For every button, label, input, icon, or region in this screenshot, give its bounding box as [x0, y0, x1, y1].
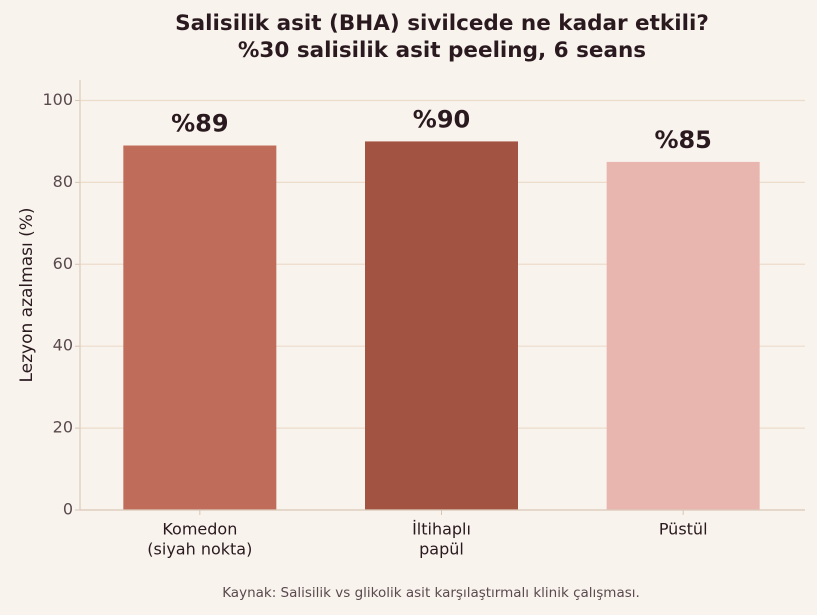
y-tick-label: 0 — [63, 500, 73, 519]
source-note: Kaynak: Salisilik vs glikolik asit karşı… — [222, 585, 640, 601]
x-tick-label: papül — [419, 540, 464, 559]
y-tick-label: 80 — [53, 172, 73, 191]
bar — [606, 161, 760, 510]
labels: 0 20 40 60 80 100 %89 Komedon(siyah nokta) %90 İl… — [42, 90, 711, 559]
bar — [365, 141, 518, 510]
chart-title-block: Salisilik asit (BHA) sivilcede ne kadar … — [0, 10, 817, 64]
x-tick-label: (siyah nokta) — [147, 540, 252, 559]
data-label: %90 — [413, 105, 470, 133]
y-tick-label: 40 — [53, 336, 73, 355]
y-tick-label: 60 — [53, 254, 73, 273]
data-label: %85 — [654, 126, 711, 154]
y-tick-label: 100 — [42, 90, 73, 109]
y-tick-label: 20 — [53, 418, 73, 437]
bar — [123, 145, 277, 510]
axes — [75, 80, 805, 515]
bars — [123, 141, 760, 510]
x-tick-label: Komedon — [162, 520, 237, 539]
data-label: %89 — [171, 110, 228, 138]
chart-title: Salisilik asit (BHA) sivilcede ne kadar … — [175, 11, 709, 36]
x-tick-label: Püstül — [659, 520, 708, 539]
x-tick-label: İltihaplı — [412, 520, 471, 539]
y-axis-title: Lezyon azalması (%) — [17, 207, 37, 382]
chart-subtitle: %30 salisilik asit peeling, 6 seans — [237, 38, 647, 63]
